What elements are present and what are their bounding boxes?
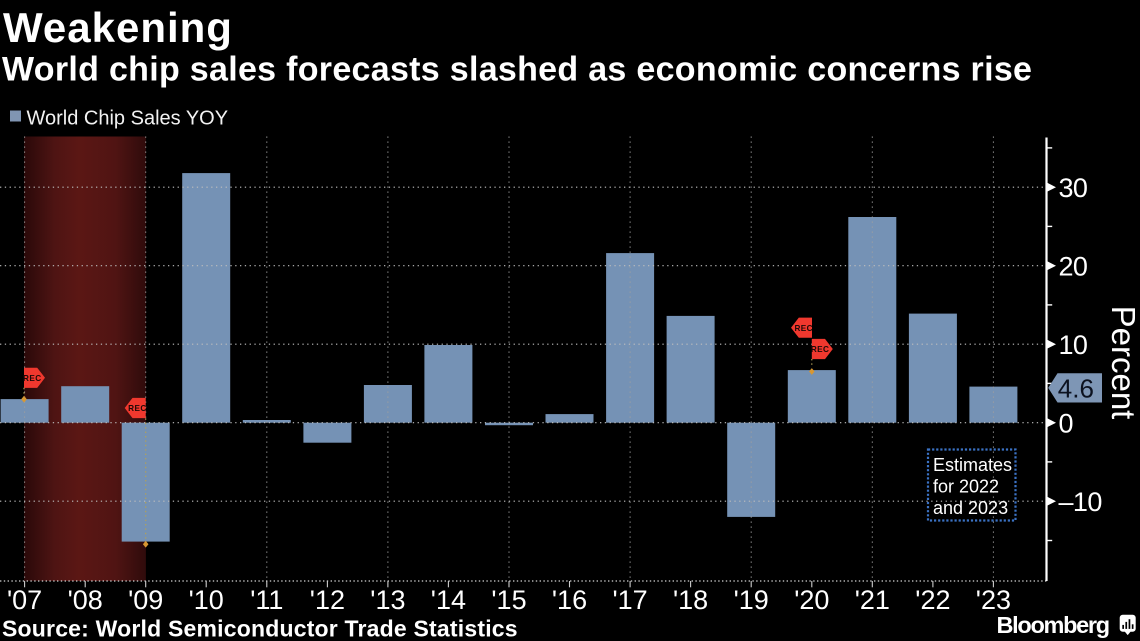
svg-text:–10: –10 (1059, 487, 1102, 517)
svg-text:REC: REC (811, 345, 830, 354)
svg-text:REC: REC (794, 324, 813, 333)
svg-text:'21: '21 (855, 585, 890, 615)
svg-text:for 2022: for 2022 (933, 477, 999, 497)
svg-text:'14: '14 (431, 585, 466, 615)
svg-text:'11: '11 (250, 585, 283, 615)
svg-text:World chip sales forecasts sla: World chip sales forecasts slashed as ec… (2, 51, 1032, 89)
svg-text:World Chip Sales YOY: World Chip Sales YOY (27, 108, 229, 130)
svg-text:REC: REC (23, 374, 42, 383)
svg-text:10: 10 (1059, 330, 1088, 360)
svg-text:'12: '12 (310, 585, 345, 615)
svg-text:'09: '09 (128, 585, 163, 615)
svg-text:and 2023: and 2023 (933, 498, 1008, 518)
svg-text:'16: '16 (552, 585, 587, 615)
svg-text:'20: '20 (794, 585, 829, 615)
svg-text:4.6: 4.6 (1058, 373, 1094, 403)
svg-text:Bloomberg: Bloomberg (997, 612, 1109, 638)
svg-text:'22: '22 (915, 585, 950, 615)
svg-text:20: 20 (1059, 252, 1088, 282)
svg-text:'13: '13 (370, 585, 405, 615)
svg-text:'08: '08 (68, 585, 103, 615)
svg-text:'23: '23 (976, 585, 1011, 615)
svg-text:REC: REC (128, 404, 147, 413)
svg-text:30: 30 (1059, 173, 1088, 203)
svg-text:Percent: Percent (1105, 306, 1140, 420)
svg-text:Weakening: Weakening (3, 4, 233, 51)
svg-text:'17: '17 (613, 585, 648, 615)
svg-text:'15: '15 (491, 585, 526, 615)
svg-text:'19: '19 (734, 585, 769, 615)
svg-text:Estimates: Estimates (933, 455, 1012, 475)
svg-text:0: 0 (1059, 409, 1073, 439)
svg-text:'18: '18 (673, 585, 708, 615)
svg-text:Source: World Semiconductor Tr: Source: World Semiconductor Trade Statis… (2, 616, 518, 641)
svg-text:'07: '07 (7, 585, 42, 615)
svg-text:'10: '10 (189, 585, 224, 615)
